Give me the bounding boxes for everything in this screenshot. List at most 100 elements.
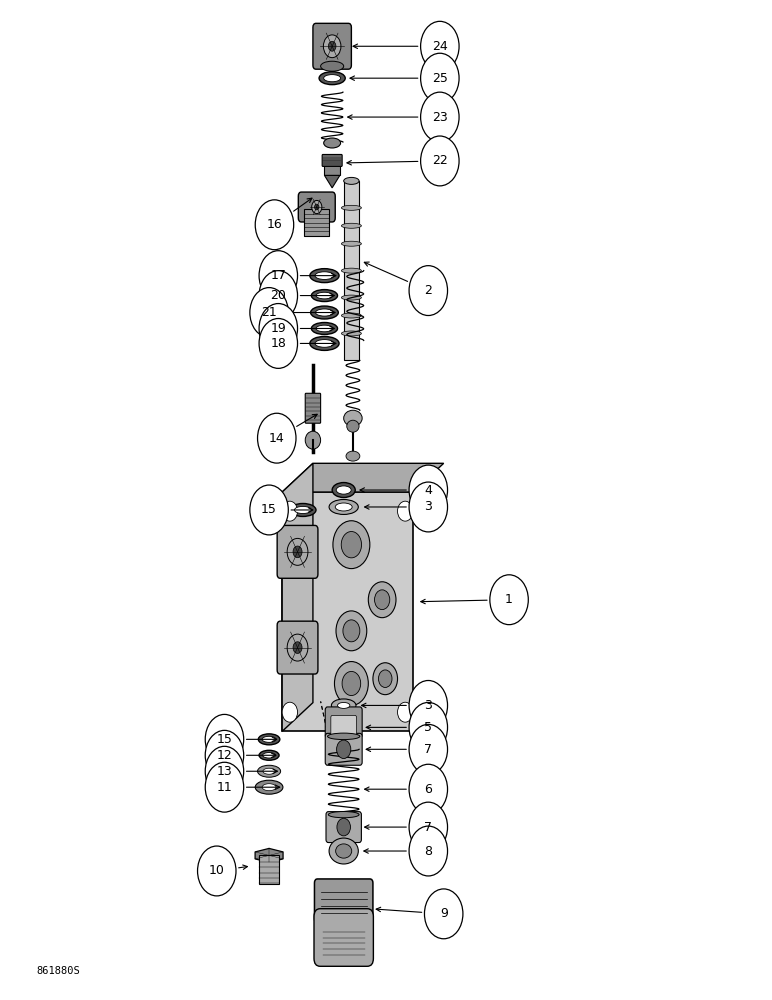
Ellipse shape [316,325,333,332]
Ellipse shape [258,765,280,777]
Ellipse shape [262,784,276,791]
Circle shape [343,620,360,642]
Text: 15: 15 [261,503,277,516]
Circle shape [259,251,297,301]
Ellipse shape [347,420,359,432]
Text: 7: 7 [425,743,432,756]
Ellipse shape [337,702,350,708]
Circle shape [258,413,296,463]
Circle shape [342,671,361,696]
Ellipse shape [259,750,279,760]
Text: 12: 12 [217,749,232,762]
Circle shape [293,642,302,653]
Bar [259,855,279,884]
FancyBboxPatch shape [322,154,342,166]
Ellipse shape [336,844,352,858]
FancyBboxPatch shape [325,707,362,738]
Ellipse shape [311,290,337,302]
Text: 10: 10 [209,864,225,877]
Circle shape [312,200,322,214]
Ellipse shape [329,838,358,864]
Text: 13: 13 [217,765,232,778]
Ellipse shape [341,223,361,228]
Ellipse shape [262,753,276,758]
Circle shape [378,670,392,687]
Text: 5: 5 [425,721,432,734]
Circle shape [421,136,459,186]
Circle shape [398,501,413,521]
Text: 21: 21 [261,306,277,319]
FancyBboxPatch shape [314,909,374,966]
Ellipse shape [262,736,276,742]
Circle shape [336,611,367,651]
FancyBboxPatch shape [305,393,320,423]
Ellipse shape [336,486,351,494]
Text: 14: 14 [269,432,285,445]
Ellipse shape [319,72,345,85]
FancyBboxPatch shape [314,879,373,923]
Circle shape [421,92,459,142]
Circle shape [490,575,528,625]
Bar [304,209,329,236]
Circle shape [323,35,341,58]
Circle shape [421,21,459,71]
Polygon shape [282,463,444,492]
Circle shape [337,818,350,836]
Ellipse shape [256,780,283,794]
Text: 11: 11 [217,781,232,794]
Circle shape [368,582,396,618]
Bar [344,181,359,360]
Circle shape [334,662,368,705]
Circle shape [282,501,297,521]
Text: 6: 6 [425,783,432,796]
Ellipse shape [316,292,333,299]
Text: 4: 4 [425,484,432,497]
FancyBboxPatch shape [298,192,335,222]
Circle shape [205,746,244,796]
Ellipse shape [341,313,361,318]
Text: 17: 17 [270,269,286,282]
Circle shape [341,532,361,558]
Ellipse shape [341,331,361,336]
Ellipse shape [327,733,360,740]
Text: 8: 8 [425,845,432,858]
Circle shape [409,482,448,532]
Circle shape [409,724,448,774]
Circle shape [373,663,398,695]
Ellipse shape [335,503,352,511]
Ellipse shape [320,61,344,71]
Circle shape [333,521,370,569]
Text: 16: 16 [266,218,283,231]
Ellipse shape [310,336,339,350]
Circle shape [198,846,236,896]
Text: 24: 24 [432,40,448,53]
Ellipse shape [305,431,320,449]
Circle shape [337,740,350,759]
Bar [324,160,340,175]
Ellipse shape [329,500,358,514]
Ellipse shape [344,177,359,184]
Ellipse shape [323,75,340,82]
Ellipse shape [316,309,334,316]
FancyBboxPatch shape [277,621,318,674]
Circle shape [409,702,448,752]
Text: 861880S: 861880S [36,966,80,976]
Circle shape [287,634,308,661]
Circle shape [409,680,448,730]
Circle shape [256,200,293,250]
Text: 15: 15 [216,733,232,746]
Text: 18: 18 [270,337,286,350]
Circle shape [409,764,448,814]
Ellipse shape [310,306,338,319]
Circle shape [259,319,297,368]
Circle shape [250,485,288,535]
Text: 3: 3 [425,699,432,712]
Text: 2: 2 [425,284,432,297]
Ellipse shape [259,734,279,745]
Ellipse shape [311,322,337,334]
Text: 9: 9 [440,907,448,920]
Ellipse shape [263,768,276,774]
Circle shape [398,702,413,722]
Circle shape [409,266,448,316]
Circle shape [205,730,244,780]
